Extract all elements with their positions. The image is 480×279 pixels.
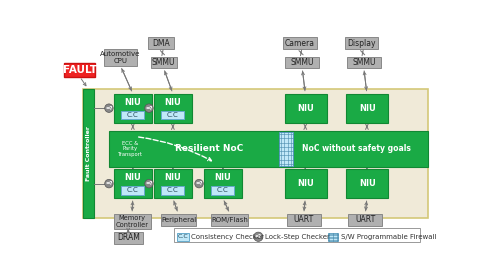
Text: =?: =?	[105, 106, 113, 111]
Circle shape	[105, 179, 113, 188]
Bar	[283, 37, 317, 49]
Text: =?: =?	[255, 234, 262, 239]
Circle shape	[145, 179, 153, 188]
Bar	[211, 186, 234, 195]
Text: C.C: C.C	[127, 187, 139, 193]
Text: Fault Controller: Fault Controller	[85, 126, 91, 181]
Text: =?: =?	[195, 181, 203, 186]
Bar	[109, 131, 294, 167]
Bar	[285, 131, 428, 167]
Bar	[154, 169, 192, 198]
Bar	[161, 186, 184, 195]
Bar	[83, 89, 428, 218]
Text: Lock-Step Checker: Lock-Step Checker	[265, 234, 330, 240]
Text: NIU: NIU	[124, 173, 141, 182]
Text: DRAM: DRAM	[117, 234, 140, 242]
Text: =?: =?	[145, 181, 153, 186]
Bar	[114, 232, 143, 244]
Text: =?: =?	[105, 181, 113, 186]
Text: C.C: C.C	[178, 234, 188, 239]
Text: SMMU: SMMU	[152, 58, 175, 67]
Text: SMMU: SMMU	[290, 58, 314, 67]
Text: S/W Programmable Firewall: S/W Programmable Firewall	[341, 234, 436, 240]
Bar	[328, 233, 338, 240]
Bar	[285, 93, 327, 123]
Bar	[148, 37, 174, 49]
Text: NIU: NIU	[297, 179, 314, 188]
Bar	[348, 214, 382, 226]
Circle shape	[145, 104, 153, 112]
Bar	[346, 169, 388, 198]
Text: FAULT: FAULT	[62, 65, 97, 75]
Bar	[83, 89, 94, 218]
Text: Display: Display	[347, 39, 376, 48]
Bar	[161, 110, 184, 119]
Text: C.C: C.C	[217, 187, 229, 193]
Text: UART: UART	[294, 215, 314, 224]
Bar	[151, 57, 177, 68]
Text: UART: UART	[355, 215, 375, 224]
Bar	[161, 214, 196, 226]
Text: NIU: NIU	[215, 173, 231, 182]
Bar	[154, 93, 192, 123]
Text: NIU: NIU	[359, 179, 376, 188]
Text: C.C: C.C	[167, 112, 179, 118]
Bar	[285, 169, 327, 198]
Text: DMA: DMA	[153, 39, 170, 48]
Text: NIU: NIU	[165, 98, 181, 107]
Text: Automotive
CPU: Automotive CPU	[100, 51, 141, 64]
Text: C.C: C.C	[167, 187, 179, 193]
Bar	[121, 186, 144, 195]
Text: SMMU: SMMU	[352, 58, 375, 67]
Bar	[177, 233, 189, 240]
Text: Peripheral: Peripheral	[161, 217, 196, 223]
Bar	[287, 214, 321, 226]
Text: =?: =?	[145, 106, 153, 111]
Bar	[104, 49, 137, 66]
Text: NoC without safety goals: NoC without safety goals	[301, 145, 410, 153]
Bar	[64, 63, 95, 77]
Bar	[285, 57, 319, 68]
Text: NIU: NIU	[124, 98, 141, 107]
Circle shape	[254, 232, 263, 241]
Text: NIU: NIU	[359, 104, 376, 113]
Text: NIU: NIU	[165, 173, 181, 182]
Bar	[347, 57, 381, 68]
Circle shape	[195, 179, 203, 188]
Circle shape	[105, 104, 113, 112]
Text: NIU: NIU	[297, 104, 314, 113]
Bar	[121, 110, 144, 119]
Bar	[346, 93, 388, 123]
Text: ROM/Flash: ROM/Flash	[211, 217, 248, 223]
Text: Memory
Controller: Memory Controller	[116, 215, 148, 228]
Bar	[174, 228, 420, 242]
Bar	[114, 214, 151, 229]
Bar	[114, 169, 152, 198]
Text: Camera: Camera	[285, 39, 315, 48]
Text: ECC &
Parity
Transport: ECC & Parity Transport	[118, 141, 143, 157]
Text: C.C: C.C	[127, 112, 139, 118]
Text: Resilient NoC: Resilient NoC	[175, 145, 243, 153]
Bar	[204, 169, 242, 198]
Bar	[345, 37, 378, 49]
Bar	[279, 132, 293, 166]
Bar	[114, 93, 152, 123]
Text: Consistency Checker: Consistency Checker	[192, 234, 264, 240]
Bar	[211, 214, 248, 226]
